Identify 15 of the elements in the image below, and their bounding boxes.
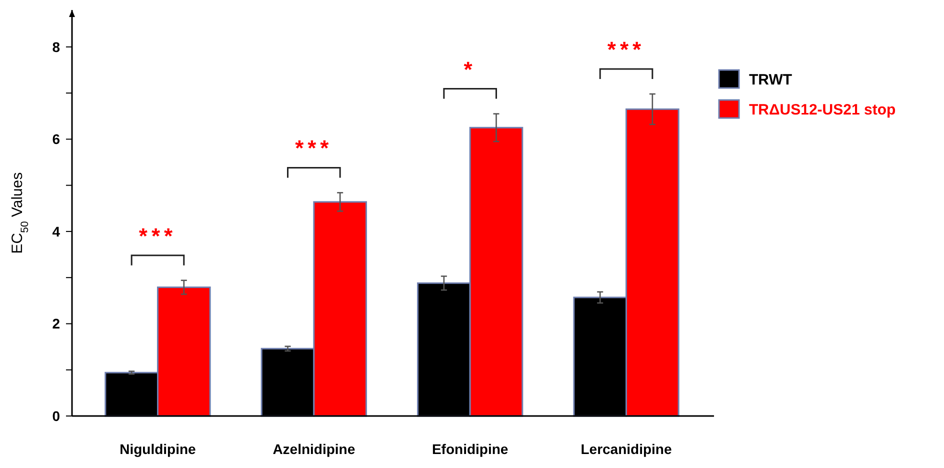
- annotation: ***: [138, 223, 177, 248]
- annotation: ***: [295, 136, 333, 161]
- y-tick-label: 2: [52, 316, 60, 332]
- x-tick-label: Lercanidipine: [580, 441, 672, 457]
- x-tick-label: Niguldipine: [120, 441, 196, 457]
- annotation: ***: [607, 36, 646, 62]
- y-tick-label: 6: [52, 131, 60, 148]
- legend-label: TRWT: [749, 71, 792, 88]
- legend-label: TRΔUS12-US21 stop: [749, 101, 896, 118]
- x-tick-label: Azelnidipine: [272, 441, 356, 457]
- x-tick-label: Efonidipine: [432, 441, 508, 457]
- y-tick-label: 0: [52, 408, 60, 424]
- annotation: *: [464, 56, 476, 82]
- y-tick-label: 4: [52, 223, 60, 240]
- y-tick-label: 8: [52, 38, 60, 55]
